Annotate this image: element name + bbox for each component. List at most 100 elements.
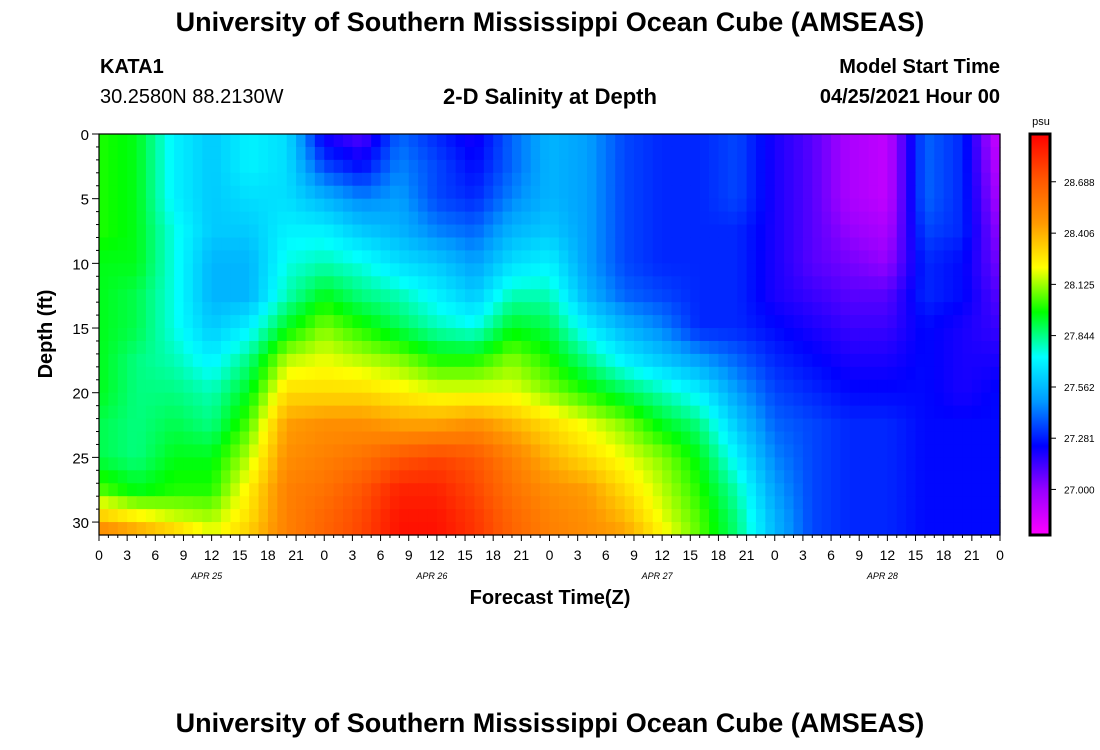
heatmap-cell — [943, 250, 954, 264]
heatmap-cell — [239, 496, 250, 510]
heatmap-cell — [699, 134, 710, 148]
heatmap-cell — [906, 509, 917, 523]
heatmap-cell — [258, 470, 269, 484]
heatmap-cell — [971, 522, 982, 536]
heatmap-cell — [202, 211, 213, 226]
heatmap-cell — [183, 392, 194, 407]
heatmap-cell — [436, 276, 447, 290]
heatmap-cell — [455, 340, 466, 355]
heatmap-cell — [164, 418, 175, 433]
heatmap-cell — [821, 418, 832, 433]
heatmap-cell — [361, 185, 372, 200]
x-day-label: APR 26 — [415, 571, 447, 581]
heatmap-cell — [277, 457, 288, 471]
heatmap-cell — [408, 483, 419, 497]
heatmap-cell — [831, 250, 842, 264]
heatmap-cell — [249, 509, 260, 523]
heatmap-cell — [924, 444, 935, 458]
heatmap-cell — [314, 211, 325, 226]
heatmap-cell — [605, 237, 616, 252]
heatmap-cell — [718, 483, 729, 497]
heatmap-cell — [380, 172, 391, 187]
heatmap-cell — [624, 146, 635, 161]
heatmap-cell — [943, 159, 954, 174]
heatmap-cell — [211, 302, 222, 316]
heatmap-cell — [624, 444, 635, 458]
heatmap-cell — [446, 250, 457, 264]
heatmap-cell — [99, 211, 109, 226]
heatmap-cell — [793, 315, 804, 329]
heatmap-cell — [183, 263, 194, 277]
heatmap-cell — [934, 483, 945, 497]
heatmap-cell — [352, 211, 363, 226]
heatmap-cell — [558, 483, 569, 497]
heatmap-cell — [709, 392, 720, 407]
heatmap-cell — [183, 302, 194, 316]
heatmap-cell — [558, 353, 569, 368]
heatmap-cell — [314, 237, 325, 252]
heatmap-cell — [962, 237, 973, 252]
heatmap-cell — [192, 263, 203, 277]
heatmap-cell — [389, 483, 400, 497]
heatmap-cell — [971, 328, 982, 342]
heatmap-cell — [521, 276, 532, 290]
heatmap-cell — [812, 379, 823, 394]
heatmap-cell — [953, 172, 964, 187]
heatmap-cell — [155, 315, 166, 329]
heatmap-cell — [521, 522, 532, 536]
heatmap-cell — [324, 444, 335, 458]
heatmap-cell — [943, 146, 954, 161]
heatmap-cell — [371, 366, 382, 381]
heatmap-cell — [887, 263, 898, 277]
heatmap-cell — [305, 198, 316, 213]
heatmap-cell — [399, 159, 410, 174]
heatmap-cell — [493, 172, 504, 187]
heatmap-cell — [493, 496, 504, 510]
heatmap-cell — [774, 328, 785, 342]
heatmap-cell — [99, 134, 109, 148]
heatmap-cell — [540, 263, 551, 277]
heatmap-cell — [474, 483, 485, 497]
heatmap-cell — [924, 392, 935, 407]
heatmap-cell — [831, 263, 842, 277]
heatmap-cell — [117, 146, 128, 161]
heatmap-cell — [934, 146, 945, 161]
heatmap-cell — [267, 496, 278, 510]
heatmap-cell — [258, 237, 269, 252]
y-tick-label: 0 — [81, 127, 89, 144]
heatmap-cell — [662, 444, 673, 458]
x-tick-label: 18 — [711, 547, 727, 563]
heatmap-cell — [371, 263, 382, 277]
heatmap-cell — [455, 263, 466, 277]
heatmap-cell — [840, 159, 851, 174]
heatmap-cell — [680, 444, 691, 458]
heatmap-cell — [662, 483, 673, 497]
heatmap-cell — [155, 172, 166, 187]
heatmap-cell — [305, 522, 316, 536]
heatmap-cell — [737, 315, 748, 329]
heatmap-cell — [558, 134, 569, 148]
heatmap-cell — [831, 418, 842, 433]
heatmap-cell — [971, 457, 982, 471]
heatmap-cell — [493, 328, 504, 342]
heatmap-cell — [549, 263, 560, 277]
heatmap-cell — [192, 185, 203, 200]
heatmap-cell — [455, 522, 466, 536]
heatmap-cell — [671, 496, 682, 510]
heatmap-cell — [709, 328, 720, 342]
heatmap-cell — [314, 470, 325, 484]
heatmap-cell — [155, 483, 166, 497]
heatmap-cell — [502, 328, 513, 342]
heatmap-cell — [305, 276, 316, 290]
heatmap-cell — [493, 379, 504, 394]
heatmap-cell — [859, 172, 870, 187]
heatmap-cell — [558, 444, 569, 458]
heatmap-cell — [239, 379, 250, 394]
heatmap-cell — [155, 276, 166, 290]
heatmap-cell — [174, 159, 185, 174]
heatmap-cell — [361, 134, 372, 148]
x-tick-label: 3 — [349, 547, 357, 563]
heatmap-cell — [859, 470, 870, 484]
heatmap-cell — [249, 457, 260, 471]
heatmap-cell — [511, 431, 522, 446]
